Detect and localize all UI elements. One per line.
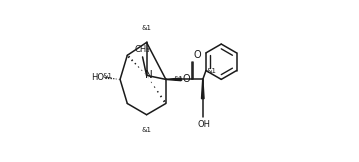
Text: &1: &1: [141, 127, 151, 133]
Text: O: O: [183, 74, 190, 84]
Text: &1: &1: [141, 25, 151, 31]
Polygon shape: [201, 79, 204, 99]
Text: O: O: [194, 50, 201, 60]
Text: &1: &1: [173, 76, 183, 82]
Text: HO: HO: [91, 73, 104, 82]
Text: &1: &1: [206, 68, 216, 74]
Text: OH: OH: [197, 120, 210, 129]
Text: N: N: [145, 69, 152, 80]
Text: &1: &1: [103, 73, 113, 79]
Text: CH₃: CH₃: [134, 45, 149, 54]
Polygon shape: [166, 78, 181, 81]
